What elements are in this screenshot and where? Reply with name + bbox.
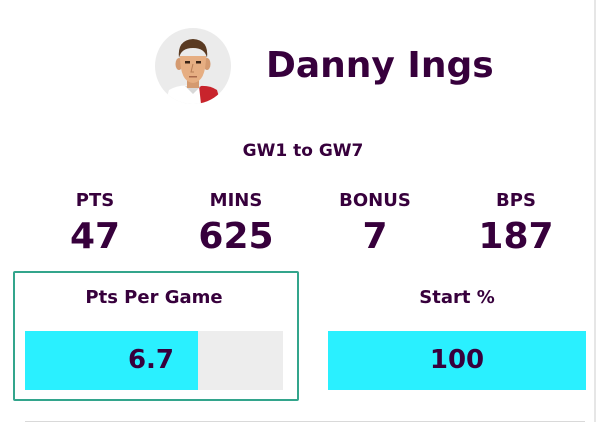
start-pct-bar: 100 [328,331,586,390]
start-pct-label: Start % [419,287,495,308]
pts-per-game-bar-fill [25,331,198,390]
start-pct-value: 100 [429,345,485,375]
player-avatar [155,28,231,104]
stat-label: BONUS [339,190,411,211]
gameweek-range: GW1 to GW7 [242,141,364,161]
stat-bonus: BONUS 7 [295,190,455,258]
start-pct-bar-fill [328,331,586,390]
stat-label: BPS [496,190,536,211]
panel-right-border [594,0,596,422]
stat-value: 7 [362,216,388,257]
stat-bps: BPS 187 [436,190,596,258]
stat-value: 47 [69,216,121,257]
pts-per-game-label: Pts Per Game [85,287,223,308]
stat-label: PTS [75,190,115,211]
stat-value: 187 [478,216,554,257]
pts-per-game-value: 6.7 [127,345,174,375]
stat-label: MINS [209,190,263,211]
stat-value: 625 [198,216,274,257]
player-name: Danny Ings [266,45,494,86]
player-face-icon [165,39,221,104]
stat-mins: MINS 625 [156,190,316,258]
pts-per-game-bar: 6.7 [25,331,283,390]
highlight-box [13,271,299,401]
stat-pts: PTS 47 [15,190,175,258]
